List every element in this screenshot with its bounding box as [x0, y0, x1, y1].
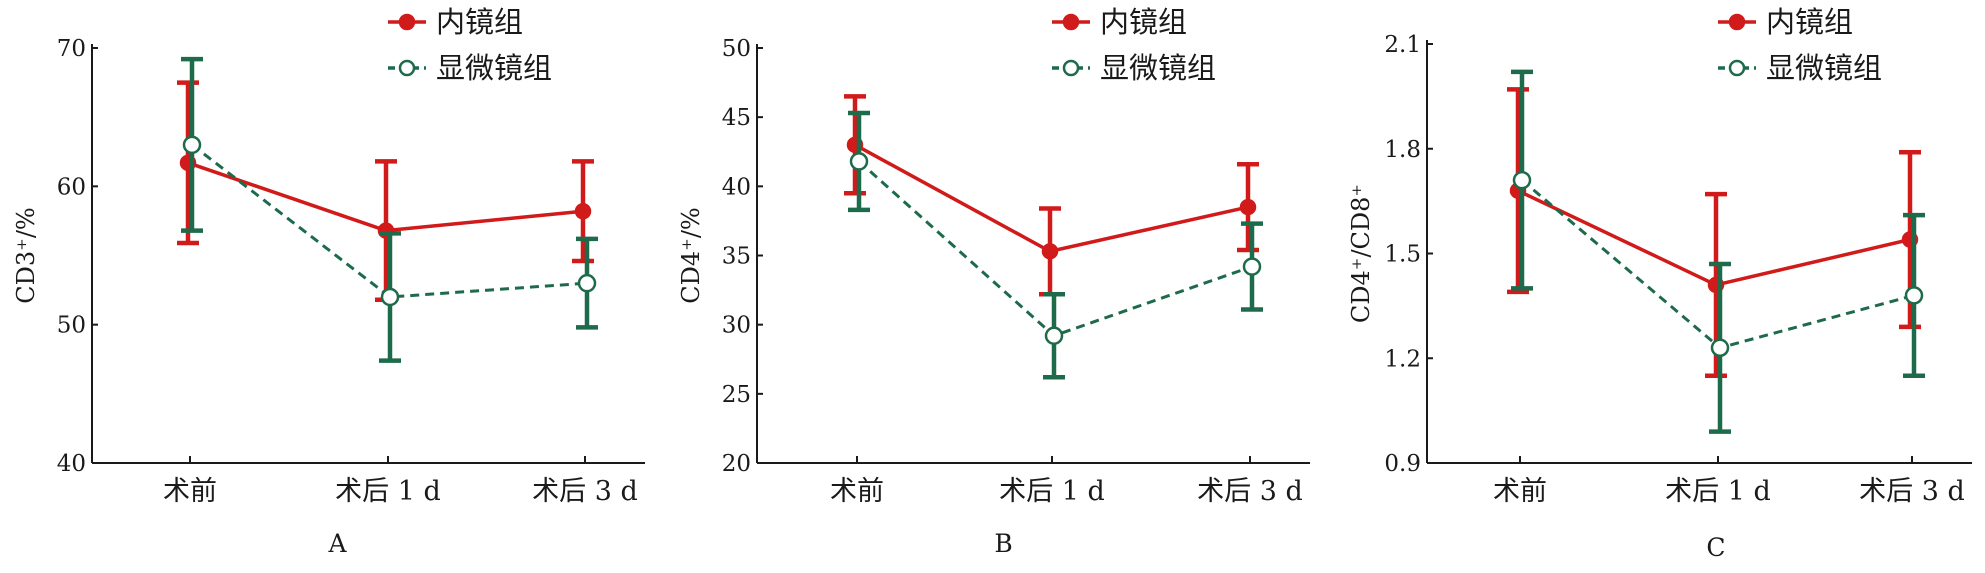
data-point [1239, 198, 1257, 216]
panel-c: 0.9 1.2 1.5 1.8 2.1 术前 术后 1 d 术后 3 d CD4⁺/CD8⁺ C 内… [1347, 5, 1972, 562]
legend-label: 显微镜组 [1766, 51, 1882, 85]
data-point [574, 202, 592, 220]
data-point [1044, 326, 1064, 345]
data-point [182, 135, 202, 155]
legend-item-microscope: 显微镜组 [388, 51, 552, 85]
legend-item-endoscope: 内镜组 [388, 5, 523, 39]
legend-item-endoscope: 内镜组 [1052, 5, 1187, 39]
x-tick-label: 术前 [163, 476, 217, 507]
x-tick-label: 术后 1 d [335, 476, 441, 507]
y-tick-label: 1.5 [1384, 242, 1421, 268]
data-point [1904, 286, 1924, 305]
data-point [380, 287, 400, 307]
y-tick-label: 20 [722, 451, 751, 477]
panel-label: C [1706, 533, 1725, 562]
y-tick-label: 40 [57, 451, 86, 477]
legend-item-microscope: 显微镜组 [1052, 51, 1216, 85]
data-point [577, 273, 597, 293]
y-axis-label: CD3⁺/% [12, 207, 40, 303]
y-axis-label: CD4⁺/CD8⁺ [1347, 184, 1375, 323]
x-tick-label: 术后 1 d [1665, 476, 1771, 507]
y-tick-label: 45 [722, 105, 751, 131]
y-tick-label: 0.9 [1384, 451, 1421, 477]
data-point [849, 152, 869, 171]
x-tick-label: 术后 3 d [1859, 476, 1965, 507]
x-tick-label: 术后 3 d [1197, 476, 1303, 507]
y-tick-label: 60 [57, 174, 86, 200]
legend-item-microscope: 显微镜组 [1718, 51, 1882, 85]
series-endoscope [1507, 87, 1921, 378]
data-point [1041, 243, 1059, 260]
y-tick-label: 1.8 [1384, 137, 1421, 163]
data-point [1710, 338, 1730, 358]
x-tick-label: 术后 1 d [999, 476, 1105, 507]
y-tick-label: 35 [722, 244, 751, 270]
series-microscope [848, 110, 1263, 380]
legend-item-endoscope: 内镜组 [1718, 5, 1853, 39]
series-line [191, 143, 588, 299]
y-axis-label: CD4⁺/% [677, 207, 705, 303]
legend-label: 显微镜组 [436, 51, 552, 85]
y-tick-label: 30 [722, 313, 751, 339]
y-tick-label: 1.2 [1384, 346, 1421, 372]
panel-label: A [327, 529, 347, 558]
y-tick-label: 2.1 [1384, 32, 1421, 58]
legend-label: 内镜组 [1766, 5, 1853, 39]
legend-label: 内镜组 [436, 5, 523, 39]
series-endoscope [844, 94, 1259, 297]
y-tick-label: 70 [57, 36, 86, 62]
panel-label: B [994, 529, 1012, 558]
y-tick-label: 50 [722, 36, 751, 62]
legend-label: 显微镜组 [1100, 51, 1216, 85]
y-tick-label: 25 [722, 382, 751, 408]
data-point [1242, 257, 1262, 276]
x-tick-label: 术前 [1493, 476, 1547, 507]
series-microscope [1511, 69, 1925, 434]
series-microscope [181, 56, 598, 363]
data-point [1512, 170, 1532, 190]
legend-label: 内镜组 [1100, 5, 1187, 39]
y-tick-label: 50 [57, 313, 86, 339]
series-endoscope [177, 80, 594, 303]
x-tick-label: 术前 [830, 476, 884, 507]
y-tick-label: 40 [722, 174, 751, 200]
panel-b: 20 25 30 35 40 45 50 术前 术后 1 d 术后 3 d CD4⁺/% B 内镜组显微… [677, 5, 1310, 558]
x-tick-label: 术后 3 d [532, 476, 638, 507]
